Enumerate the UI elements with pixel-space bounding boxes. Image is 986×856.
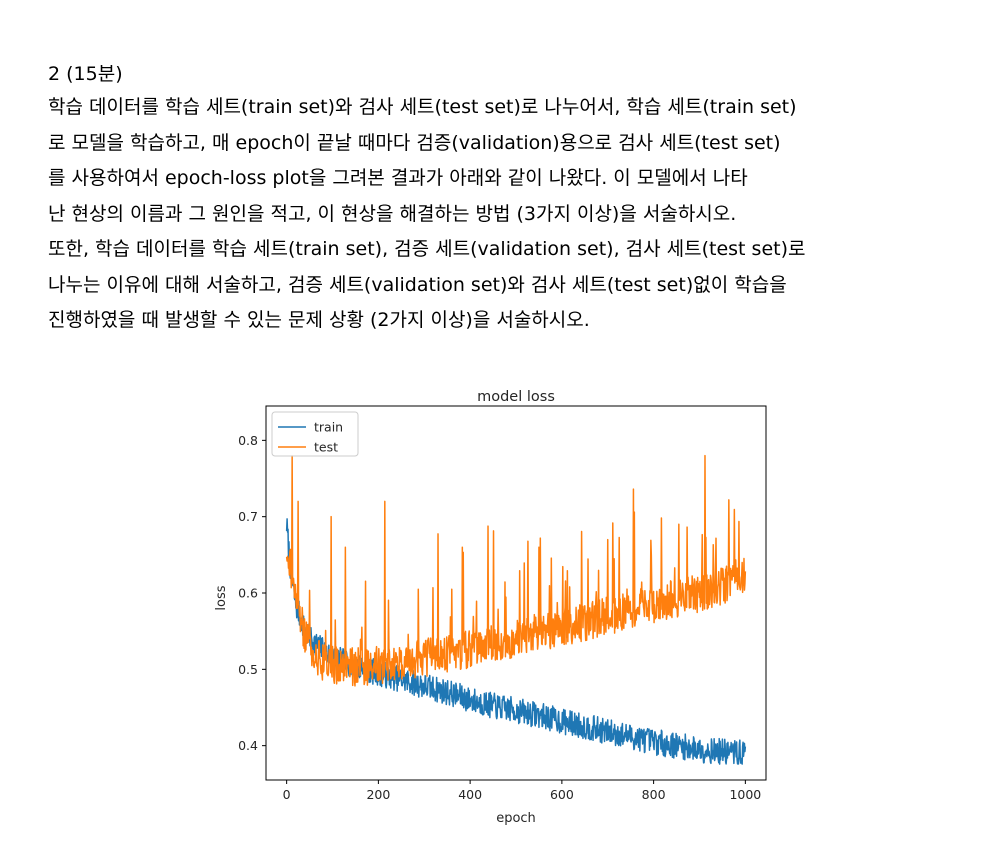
- y-tick-label: 0.5: [238, 662, 258, 677]
- loss-chart: model loss epoch loss 0 200 400 600 800 1000 0…: [200, 380, 790, 830]
- question-line: 를 사용하여서 epoch-loss plot을 그려본 결과가 아래와 같이 …: [48, 167, 748, 189]
- y-tick-label: 0.8: [238, 433, 258, 448]
- plot-area: [285, 454, 747, 765]
- x-axis-label: epoch: [496, 811, 536, 826]
- x-tick-label: 0: [283, 787, 291, 802]
- loss-chart-svg: model loss epoch loss 0 200 400 600 800 10000…: [214, 389, 767, 826]
- y-tick-label: 0.6: [238, 586, 258, 601]
- question-line: 진행하였을 때 발생할 수 있는 문제 상황 (2가지 이상)을 서술하시오.: [48, 309, 590, 331]
- question-line: 학습 데이터를 학습 세트(train set)와 검사 세트(test set…: [48, 96, 797, 118]
- chart-title: model loss: [477, 389, 555, 405]
- x-tick-label: 400: [458, 787, 482, 802]
- legend: train test: [271, 411, 359, 457]
- x-tick-label: 200: [366, 787, 390, 802]
- legend-label-train: train: [314, 420, 343, 435]
- question-line: 난 현상의 이름과 그 원인을 적고, 이 현상을 해결하는 방법 (3가지 이…: [48, 202, 737, 225]
- test-loss-line: [285, 454, 747, 687]
- y-tick-label: 0.7: [238, 509, 258, 524]
- x-tick-label: 800: [642, 787, 666, 802]
- question-block: 2 (15분) 학습 데이터를 학습 세트(train set)와 검사 세트(…: [48, 58, 960, 339]
- question-line: 로 모델을 학습하고, 매 epoch이 끝날 때마다 검증(validatio…: [48, 131, 781, 154]
- x-tick-label: 1000: [729, 787, 761, 802]
- question-line: 나누는 이유에 대해 서술하고, 검증 세트(validation set)와 …: [48, 273, 787, 296]
- legend-box: [271, 411, 359, 457]
- x-tick-label: 600: [550, 787, 574, 802]
- y-tick-label: 0.4: [238, 738, 258, 753]
- question-line: 또한, 학습 데이터를 학습 세트(train set), 검증 세트(vali…: [48, 238, 806, 260]
- legend-label-test: test: [314, 440, 338, 455]
- axis-ticks: 0 200 400 600 800 1000 0.4 0.5 0.6 0.7 0.8: [238, 433, 761, 802]
- question-number: 2 (15분): [48, 63, 123, 85]
- y-axis-label: loss: [214, 585, 229, 610]
